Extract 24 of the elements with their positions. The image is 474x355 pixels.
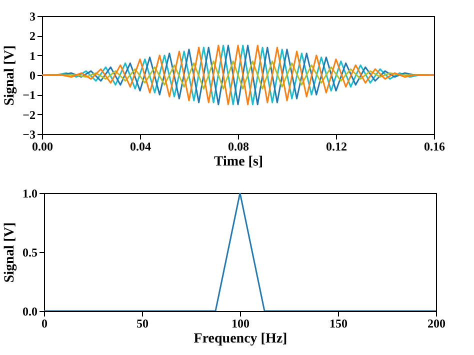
y-tick-label: −2: [22, 108, 36, 122]
x-tick-label: 150: [330, 316, 348, 330]
x-tick-label: 200: [428, 316, 446, 330]
x-tick-label: 0.16: [424, 140, 445, 154]
y-axis-title: Signal [V]: [2, 45, 18, 106]
x-tick-label: 0.04: [130, 140, 151, 154]
x-tick-label: 0: [42, 316, 48, 330]
x-tick-label: 0.12: [326, 140, 347, 154]
x-axis-title: Frequency [Hz]: [194, 332, 288, 346]
y-tick-label: −3: [22, 128, 36, 142]
y-tick-label: 0.5: [22, 246, 38, 260]
y-axis-title: Signal [V]: [2, 222, 18, 283]
y-tick-label: 1: [30, 48, 36, 63]
x-tick-label: 100: [232, 316, 250, 330]
x-tick-label: 50: [136, 316, 148, 330]
y-tick-label: 3: [30, 10, 36, 24]
x-axis-title: Time [s]: [214, 154, 264, 170]
x-tick-label: 0.08: [228, 140, 249, 154]
y-tick-label: 0: [30, 68, 36, 82]
y-tick-label: −1: [22, 88, 36, 102]
x-tick-label: 0.00: [32, 140, 53, 154]
y-tick-label: 0.0: [22, 304, 38, 318]
y-tick-label: 2: [30, 29, 36, 44]
y-tick-label: 1.0: [22, 186, 38, 200]
